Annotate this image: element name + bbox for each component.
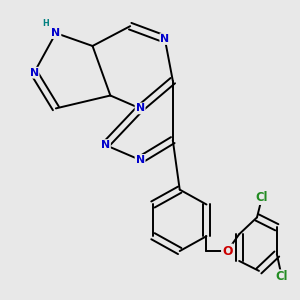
Text: N: N — [136, 103, 145, 113]
Text: N: N — [160, 34, 170, 44]
Text: O: O — [222, 244, 232, 258]
Text: N: N — [29, 68, 39, 78]
Text: N: N — [51, 28, 60, 38]
Text: N: N — [136, 155, 145, 165]
Text: N: N — [101, 140, 110, 150]
Text: H: H — [43, 19, 49, 28]
Text: Cl: Cl — [275, 270, 288, 283]
Text: Cl: Cl — [256, 191, 268, 204]
